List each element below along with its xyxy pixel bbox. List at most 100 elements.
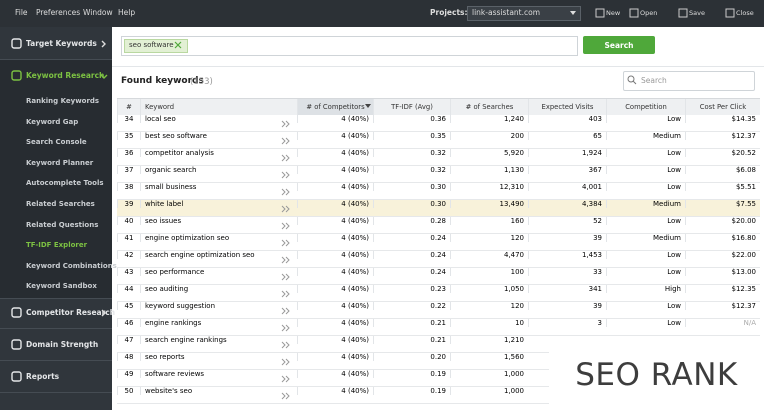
tag-remove [174,41,182,49]
table-cell: organic search [140,166,275,174]
table-cell: search engine rankings [140,336,275,344]
table-row[interactable] [117,234,760,251]
table-row[interactable] [117,251,760,268]
column-header[interactable]: Keyword [140,99,275,115]
table-row[interactable] [117,302,760,319]
table-cell: 1,000 [450,370,528,378]
tag-text: seo software [129,41,174,49]
table-cell: 4 (40%) [297,387,373,395]
sidebar-item[interactable]: Related Searches [26,200,95,208]
menu-item[interactable]: File [15,8,28,17]
table-cell: 0.24 [373,251,450,259]
column-header[interactable]: Cost Per Click [685,99,760,115]
table-cell: Low [606,183,685,191]
sidebar-item[interactable]: Ranking Keywords [26,97,100,105]
sidebar-item[interactable]: Keyword Sandbox [26,282,97,291]
sidebar-section[interactable]: Reports [26,372,60,381]
search-button[interactable] [583,36,655,54]
sidebar-section[interactable]: Keyword Research [26,71,105,80]
table-cell: Medium [606,132,685,140]
toolbar-button[interactable]: Close [736,9,754,17]
sidebar-section[interactable]: Target Keywords [26,39,97,48]
results-count: (153) [190,77,213,87]
filter-placeholder: Search [641,76,667,85]
sort-indicator [365,104,371,108]
table-row[interactable] [117,132,760,149]
table-cell: 120 [450,302,528,310]
table-row[interactable] [117,149,760,166]
sidebar-item[interactable]: Keyword Gap [26,117,79,126]
sidebar-section[interactable]: Domain Strength [26,340,99,349]
column-header[interactable]: Expected Visits [528,99,606,115]
sidebar-section[interactable]: Competitor Research [26,308,116,317]
table-row[interactable] [117,319,760,336]
separator [0,328,112,329]
section-icon [11,70,22,81]
menu-item[interactable]: Preferences [36,8,81,17]
table-cell: 0.21 [373,336,450,344]
column-header[interactable]: # of Searches [450,99,528,115]
sidebar-item[interactable]: Keyword Combinations [26,261,117,270]
column-header[interactable]: # [117,99,140,115]
menu-item[interactable]: Window [83,8,113,17]
table-cell: 0.20 [373,353,450,361]
section-icon [11,307,22,318]
table-row[interactable] [117,115,760,132]
toolbar-icon [629,8,639,18]
table-row[interactable] [117,217,760,234]
table-cell: Medium [606,234,685,242]
table-cell: 0.19 [373,387,450,395]
table-cell: $13.00 [685,268,760,276]
table-cell: seo performance [140,268,275,276]
filter-input[interactable] [623,71,755,91]
chevron [101,40,106,48]
table-cell: keyword suggestion [140,302,275,310]
table-cell: Low [606,319,685,327]
row-arrows [281,120,290,128]
project-select[interactable] [467,6,581,21]
row-arrows [281,137,290,145]
table-cell: 35 [117,132,140,140]
divider [112,66,764,67]
row-arrows [281,375,290,383]
table-cell: 33 [528,268,606,276]
table-row[interactable] [117,268,760,285]
table-row[interactable] [117,200,760,217]
table-cell: 4 (40%) [297,166,373,174]
table-row[interactable] [117,183,760,200]
table-cell: 4 (40%) [297,319,373,327]
table-cell: 1,130 [450,166,528,174]
keyword-input[interactable] [121,36,578,56]
table-cell: High [606,285,685,293]
table-cell: 65 [528,132,606,140]
table-cell: 37 [117,166,140,174]
sidebar-item[interactable]: TF-IDF Explorer [26,241,88,250]
column-header[interactable]: TF-IDF (Avg) [373,99,450,115]
table-cell: 0.36 [373,115,450,123]
row-arrows [281,188,290,196]
column-header[interactable]: # of Competitors [297,99,373,115]
search-button-text[interactable]: Search [604,41,634,50]
table-cell: 1,560 [450,353,528,361]
section-icon [11,339,22,350]
toolbar-button[interactable]: Save [689,9,705,17]
menu-item[interactable]: Help [118,8,136,17]
toolbar-button[interactable]: New [606,9,621,17]
table-cell: small business [140,183,275,191]
column-header[interactable]: Competition [606,99,685,115]
row-arrows [281,256,290,264]
table-cell: Low [606,302,685,310]
dropdown-arrow [570,11,576,15]
sidebar-item[interactable]: Search Console [26,138,87,147]
table-cell: 1,000 [450,387,528,395]
sidebar-item[interactable]: Related Questions [26,220,99,229]
toolbar-button[interactable]: Open [640,9,658,17]
table-row[interactable] [117,285,760,302]
table-cell: 0.19 [373,370,450,378]
sidebar-item[interactable]: Keyword Planner [26,158,94,167]
table-row[interactable] [117,166,760,183]
table-cell: 34 [117,115,140,123]
table-cell: 5,920 [450,149,528,157]
sidebar-item[interactable]: Autocomplete Tools [26,179,104,188]
table-cell: Low [606,217,685,225]
